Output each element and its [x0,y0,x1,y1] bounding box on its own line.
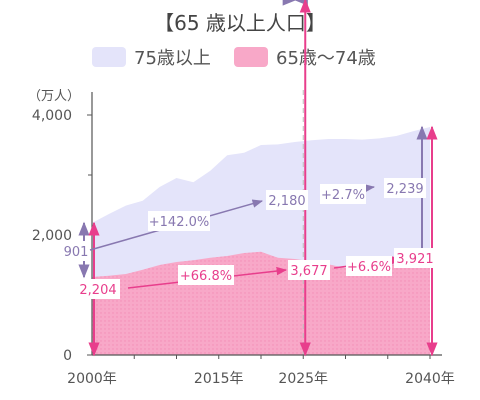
value-901: 901 [64,245,89,260]
x-tick-label: 2000年 [67,371,117,387]
value-3677-bg [288,260,330,280]
change-6-6-bg [346,256,392,276]
legend-label-65to74: 65歳～74歳 [276,48,376,69]
change-142: +142.0% [149,215,209,230]
change-66-8: +66.8% [180,269,232,284]
legend-label-75plus: 75歳以上 [134,48,211,69]
y-tick-label: 2,000 [32,228,72,244]
change-2-7: +2.7% [321,188,365,203]
value-2239: 2,239 [386,182,423,197]
value-2204-bg [76,279,120,299]
labels: 901 2,204 2,180 3,677 2,239 3,921 +142.0% +2.7%… [63,178,436,299]
x-tick-label: 2040年 [405,371,455,387]
change-66-8-bg [178,265,234,285]
x-tick-label: 2015年 [194,371,244,387]
legend-swatch-75plus [92,47,126,67]
value-3921-bg [394,248,436,268]
value-2204: 2,204 [79,283,116,298]
legend-swatch-65to74 [234,47,268,67]
change-6-6: +6.6% [347,260,391,275]
area-65to74 [92,251,430,355]
plot-area [92,90,430,355]
value-3677: 3,677 [290,264,327,279]
value-2180: 2,180 [268,194,305,209]
y-tick-label: 4,000 [32,108,72,124]
change-2-7-bg [320,184,366,204]
y-tick-label: 0 [63,348,72,364]
change-142-bg [148,211,210,231]
value-2180-bg [266,190,308,210]
chart-title: 【65 歳以上人口】 [154,11,326,35]
value-901-bg [63,241,89,261]
y-axis-unit: （万人） [28,89,80,104]
x-tick-label: 2025年 [278,371,328,387]
value-2239-bg [384,178,426,198]
value-3921: 3,921 [396,252,433,267]
